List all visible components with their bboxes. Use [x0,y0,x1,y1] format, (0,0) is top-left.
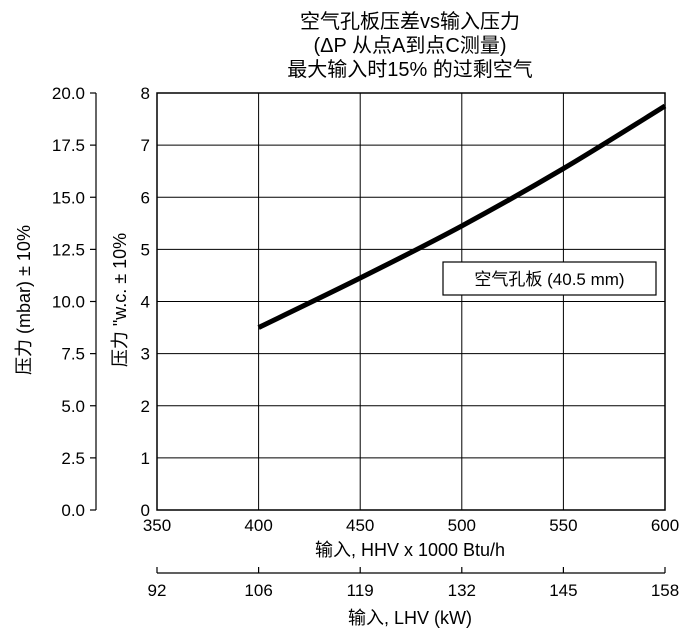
x-tick-label: 550 [549,516,577,535]
secondary-x-axis: 92 106 119 132 145 158 [148,567,679,600]
secondary-x-tick-label: 145 [549,581,577,600]
y-tick-label: 8 [141,84,150,103]
secondary-y-tick-label: 15.0 [52,188,85,207]
x-tick-label: 400 [244,516,272,535]
annotation: 空气孔板 (40.5 mm) [442,261,657,296]
secondary-y-tick-label: 7.5 [61,345,85,364]
secondary-x-tick-label: 158 [651,581,679,600]
secondary-y-tick-label: 0.0 [61,501,85,520]
series-line-orifice [257,103,667,330]
y-tick-label: 2 [141,397,150,416]
x-axis-label: 输入, HHV x 1000 Btu/h [315,540,505,560]
x-tick-label: 450 [346,516,374,535]
y-tick-label: 3 [141,345,150,364]
x-tick-label: 600 [651,516,679,535]
secondary-x-tick-label: 92 [148,581,167,600]
x-tick-label: 350 [143,516,171,535]
annotation-box [442,261,657,296]
secondary-y-axis-label: 压力 (mbar) ± 10% [14,225,34,375]
y-tick-label: 4 [141,293,150,312]
chart-title-line-1: 空气孔板压差vs输入压力 [300,10,520,33]
y-tick-label: 6 [141,188,150,207]
plot-frame [156,92,666,511]
y-tick-label: 1 [141,449,150,468]
y-axis-ticks: 0 1 2 3 4 5 6 7 8 [141,84,150,520]
secondary-x-tick-label: 106 [244,581,272,600]
secondary-y-tick-label: 12.5 [52,240,85,259]
annotation-text: 空气孔板 (40.5 mm) [474,270,624,289]
secondary-x-axis-label: 输入, LHV (kW) [348,608,472,628]
y-tick-label: 5 [141,240,150,259]
x-axis-ticks: 350 400 450 500 550 600 [143,516,679,535]
secondary-y-tick-label: 2.5 [61,449,85,468]
y-tick-label: 0 [141,501,150,520]
secondary-y-tick-label: 5.0 [61,397,85,416]
chart-title: 空气孔板压差vs输入压力 (ΔP 从点A到点C测量) 最大输入时15% 的过剩空… [287,10,533,81]
y-tick-label: 7 [141,136,150,155]
series-group [257,103,667,330]
chart-title-line-3: 最大输入时15% 的过剩空气 [287,58,533,81]
secondary-x-tick-label: 119 [347,581,374,600]
grid [156,92,666,511]
secondary-y-axis: 0.0 2.5 5.0 7.5 10.0 12.5 15.0 17.5 20.0 [52,84,97,520]
secondary-y-tick-label: 17.5 [52,136,85,155]
secondary-x-tick-label: 132 [448,581,476,600]
chart-title-line-2: (ΔP 从点A到点C测量) [314,34,507,57]
y-axis-label: 压力 "w.c. ± 10% [110,233,130,367]
x-tick-label: 500 [448,516,476,535]
secondary-y-tick-label: 20.0 [52,84,85,103]
secondary-y-tick-label: 10.0 [52,293,85,312]
